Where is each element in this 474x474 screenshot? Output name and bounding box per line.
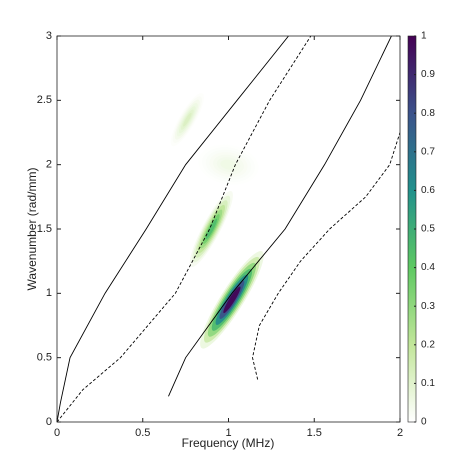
- x-tick-label: 0.5: [135, 427, 150, 439]
- x-tick-label: 1.5: [307, 427, 322, 439]
- colorbar-tick-label: 0.3: [421, 301, 435, 312]
- y-tick-label: 0: [46, 416, 52, 428]
- y-axis-label: Wavenumber (rad/mm): [25, 168, 39, 291]
- y-tick-label: 2: [46, 159, 52, 171]
- curve: [168, 36, 392, 397]
- curves: [57, 36, 400, 422]
- colorbar-tick-label: 0.5: [421, 224, 435, 235]
- y-tick-label: 3: [46, 30, 52, 42]
- curve: [252, 132, 400, 380]
- x-tick-label: 1: [225, 427, 231, 439]
- colorbar-tick-label: 0.2: [421, 339, 435, 350]
- heat-peak: [220, 159, 237, 170]
- x-tick-label: 2: [397, 427, 403, 439]
- colorbar-tick-label: 0.6: [421, 185, 435, 196]
- plot-frame: [56, 35, 401, 423]
- colorbar-tick-label: 0.1: [421, 378, 435, 389]
- heat-peak: [223, 286, 241, 314]
- axes: 0 0.5 1 1.5 2 0 0.5 1 1.5 2 2.5 3 0 0.1 0.2 0.3 0.4 0.5 0.…: [37, 30, 436, 439]
- colorbar-tick-label: 0.4: [421, 262, 435, 273]
- y-tick-label: 1.5: [37, 223, 52, 235]
- colorbar-tick-label: 0: [421, 417, 427, 428]
- y-tick-label: 2.5: [37, 94, 52, 106]
- curve: [57, 36, 312, 422]
- heat-peak: [205, 218, 218, 240]
- y-tick-label: 1: [46, 287, 52, 299]
- colorbar-tick-label: 1: [421, 31, 427, 42]
- heatmap: [168, 89, 268, 355]
- y-tick-label: 0.5: [37, 352, 52, 364]
- x-axis-label: Frequency (MHz): [182, 436, 275, 450]
- colorbar-tick-label: 0.9: [421, 69, 435, 80]
- x-tick-label: 0: [54, 427, 60, 439]
- curve: [57, 36, 289, 422]
- colorbar-tick-label: 0.8: [421, 108, 435, 119]
- heat-peak: [183, 112, 192, 127]
- colorbar-tick-label: 0.7: [421, 146, 435, 157]
